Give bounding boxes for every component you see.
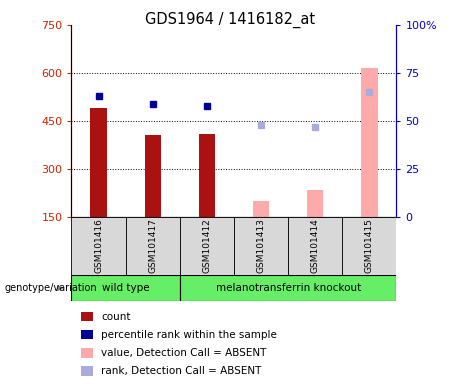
Bar: [307, 190, 323, 217]
Bar: [199, 134, 215, 217]
Bar: [342, 217, 396, 275]
Text: GDS1964 / 1416182_at: GDS1964 / 1416182_at: [145, 12, 316, 28]
Text: genotype/variation: genotype/variation: [5, 283, 97, 293]
Text: melanotransferrin knockout: melanotransferrin knockout: [215, 283, 361, 293]
Text: count: count: [101, 312, 131, 322]
Bar: [253, 201, 269, 217]
Bar: [145, 136, 161, 217]
Bar: [180, 275, 396, 301]
Text: percentile rank within the sample: percentile rank within the sample: [101, 330, 277, 340]
Bar: [71, 275, 180, 301]
Bar: [288, 217, 342, 275]
Text: rank, Detection Call = ABSENT: rank, Detection Call = ABSENT: [101, 366, 261, 376]
Text: GSM101413: GSM101413: [256, 218, 266, 273]
Text: GSM101412: GSM101412: [202, 218, 212, 273]
Bar: [90, 108, 106, 217]
Text: GSM101416: GSM101416: [94, 218, 103, 273]
Text: value, Detection Call = ABSENT: value, Detection Call = ABSENT: [101, 348, 266, 358]
Bar: [81, 348, 93, 358]
Bar: [81, 311, 93, 321]
Bar: [125, 217, 180, 275]
Bar: [361, 68, 378, 217]
Text: wild type: wild type: [102, 283, 149, 293]
Text: GSM101414: GSM101414: [311, 218, 320, 273]
Text: GSM101417: GSM101417: [148, 218, 157, 273]
Bar: [234, 217, 288, 275]
Bar: [81, 330, 93, 339]
Bar: [81, 366, 93, 376]
Text: GSM101415: GSM101415: [365, 218, 374, 273]
Bar: [71, 217, 125, 275]
Bar: [180, 217, 234, 275]
